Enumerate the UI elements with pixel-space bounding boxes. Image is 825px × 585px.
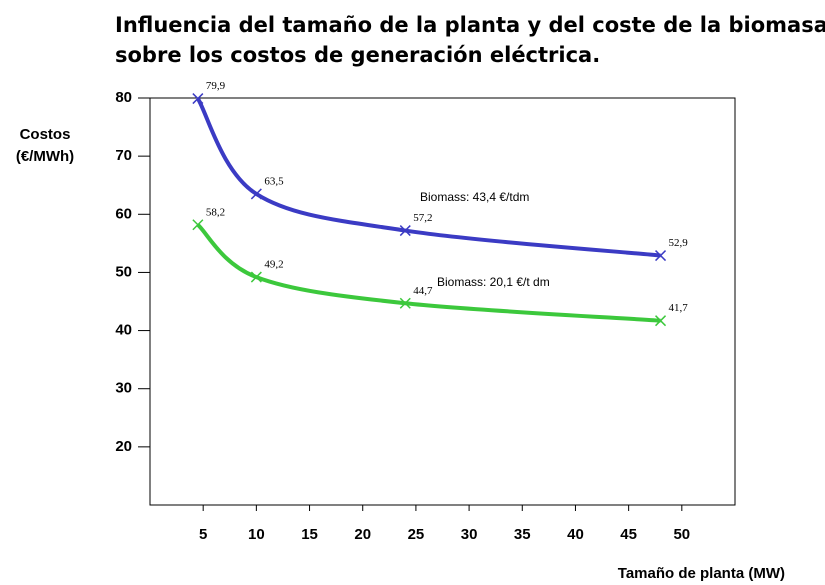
series-annotation: Biomass: 20,1 €/t dm [437, 275, 550, 289]
y-tick-label: 80 [115, 89, 132, 106]
marker [399, 225, 411, 237]
x-tick-label: 15 [301, 526, 318, 543]
marker [655, 315, 667, 327]
marker [399, 297, 411, 309]
data-label: 49,2 [264, 259, 283, 271]
y-tick-label: 40 [115, 322, 132, 339]
x-tick-label: 10 [248, 526, 265, 543]
x-tick-label: 20 [354, 526, 371, 543]
y-tick-label: 60 [115, 205, 132, 222]
x-tick-label: 40 [567, 526, 584, 543]
data-label: 63,5 [264, 175, 284, 187]
x-tick-label: 25 [408, 526, 425, 543]
marker [192, 219, 204, 231]
x-tick-label: 50 [673, 526, 690, 543]
chart-title: Influencia del tamaño de la planta y del… [115, 13, 825, 37]
marker [192, 93, 204, 105]
y-axis-label: Costos [20, 126, 71, 143]
data-label: 52,9 [669, 237, 689, 249]
x-tick-label: 30 [461, 526, 478, 543]
data-label: 58,2 [206, 206, 225, 218]
x-tick-label: 45 [620, 526, 637, 543]
x-tick-label: 35 [514, 526, 531, 543]
x-axis-label: Tamaño de planta (MW) [618, 565, 785, 582]
x-tick-label: 5 [199, 526, 207, 543]
data-label: 44,7 [413, 285, 433, 297]
series-annotation: Biomass: 43,4 €/tdm [420, 190, 529, 204]
series-line [196, 97, 661, 258]
chart-title: sobre los costos de generación eléctrica… [115, 43, 600, 67]
y-tick-label: 20 [115, 438, 132, 455]
y-tick-label: 50 [115, 263, 132, 280]
y-tick-label: 70 [115, 147, 132, 164]
data-label: 79,9 [206, 80, 226, 92]
marker [250, 271, 262, 283]
marker [655, 250, 667, 262]
data-label: 57,2 [413, 212, 432, 224]
series-line [196, 223, 661, 323]
y-tick-label: 30 [115, 380, 132, 397]
data-label: 41,7 [669, 302, 689, 314]
y-axis-label: (€/MWh) [16, 148, 74, 165]
plot-frame [149, 97, 736, 506]
marker [250, 188, 262, 200]
